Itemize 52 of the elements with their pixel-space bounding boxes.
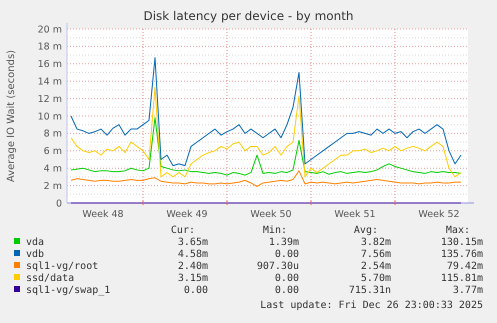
y-tick-label: 18 m — [38, 42, 62, 53]
y-tick-label: 6 m — [44, 146, 62, 158]
y-tick-label: 16 m — [38, 59, 62, 70]
text: 135.76m — [440, 249, 483, 260]
text: 1.39m — [268, 237, 299, 248]
x-tick-label: Week 49 — [166, 209, 208, 220]
text: 115.81m — [440, 273, 483, 284]
text: 79.42m — [446, 261, 483, 272]
text: Min: — [262, 225, 287, 236]
x-tick-label: Week 50 — [250, 209, 292, 220]
legend-label: vdb — [26, 249, 44, 260]
text: 0.00 — [274, 273, 299, 284]
text: 2.40m — [178, 261, 208, 272]
y-tick-label: 2 m — [44, 180, 62, 192]
y-tick-label: 0 — [56, 198, 62, 210]
y-axis-title: Average IO Wait (seconds) — [6, 50, 17, 182]
text: 907.30u — [256, 261, 299, 272]
line-series — [70, 117, 462, 176]
text: 3.82m — [360, 237, 391, 248]
legend-label: sql1-vg/root — [26, 261, 98, 272]
legend-label: sql1-vg/swap_1 — [26, 285, 110, 296]
y-tick-label: 8 m — [44, 128, 62, 140]
y-tick-label: 14 m — [38, 76, 62, 88]
text: 4.58m — [178, 249, 208, 260]
y-tick-label: 12 m — [38, 94, 62, 105]
text: 130.15m — [440, 237, 483, 248]
text: 0.00 — [184, 285, 208, 296]
y-tick-label: 20 m — [38, 24, 62, 36]
text: Last update: Fri Dec 26 23:00:33 2025 — [260, 300, 483, 311]
text: 3.65m — [178, 237, 208, 248]
line-series — [70, 86, 462, 178]
text: 0.00 — [274, 249, 299, 260]
legend-label: vda — [26, 237, 44, 248]
text: 5.70m — [360, 273, 391, 284]
text: Cur: — [170, 225, 195, 236]
text: 3.77m — [452, 285, 483, 296]
x-tick-label: Week 52 — [418, 209, 460, 220]
text: 0.00 — [274, 285, 299, 296]
line-series — [70, 57, 462, 166]
y-tick-label: 10 m — [38, 111, 62, 122]
legend-label: ssd/data — [26, 273, 74, 284]
text: 715.31n — [348, 285, 391, 296]
text: Max: — [446, 225, 470, 236]
x-tick-label: Week 51 — [334, 209, 376, 220]
text: 2.54m — [360, 261, 391, 272]
text: 3.15m — [178, 273, 208, 284]
text: 7.56m — [360, 249, 391, 260]
y-tick-label: 4 m — [44, 164, 62, 175]
x-tick-label: Week 48 — [82, 209, 124, 220]
chart-title: Disk latency per device - by month — [143, 9, 354, 23]
line-series — [70, 170, 462, 187]
text: Avg: — [354, 225, 378, 236]
